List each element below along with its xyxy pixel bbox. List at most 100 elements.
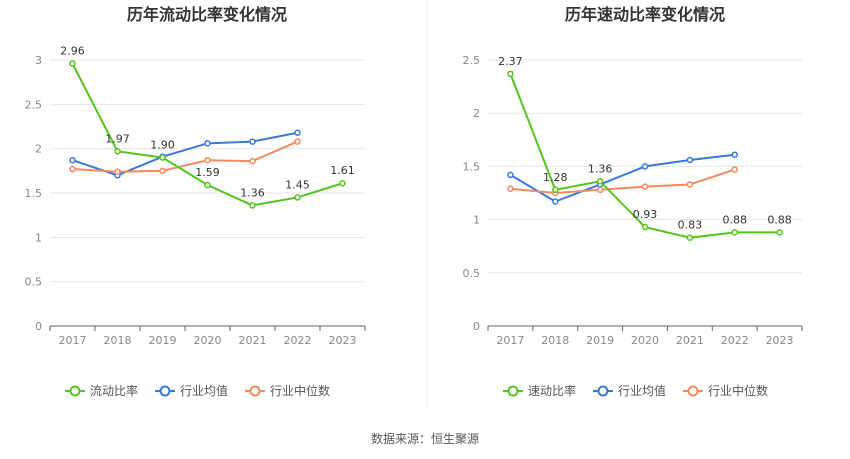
chart1-data-point[interactable] bbox=[204, 181, 211, 189]
chart2-data-point[interactable] bbox=[596, 178, 604, 185]
chart1-y-tick-label: 0 bbox=[35, 320, 42, 333]
chart1-legend-item-1[interactable]: 流动比率 bbox=[65, 383, 138, 398]
chart1-data-point[interactable] bbox=[294, 194, 301, 201]
chart2-x-tick-label: 2022 bbox=[721, 334, 749, 347]
chart2-data-point[interactable] bbox=[731, 151, 738, 158]
chart1-data-point[interactable] bbox=[159, 167, 166, 175]
chart2-y-tick-label: 1.5 bbox=[463, 160, 481, 173]
chart2-data-point[interactable] bbox=[686, 234, 694, 241]
chart2-data-label: 0.88 bbox=[767, 213, 792, 226]
chart1-data-point[interactable] bbox=[294, 138, 301, 145]
chart1-legend-item-3[interactable]: 行业中位数 bbox=[245, 383, 330, 398]
data-source-note: 数据来源：恒生聚源 bbox=[370, 432, 479, 446]
chart1-data-label: 1.90 bbox=[150, 139, 175, 152]
chart1-data-point[interactable] bbox=[294, 129, 301, 136]
chart2-data-label: 0.93 bbox=[633, 208, 658, 221]
chart1-series-line-3 bbox=[72, 140, 298, 173]
chart1-data-point[interactable] bbox=[69, 60, 76, 67]
chart1-data-point[interactable] bbox=[249, 202, 256, 209]
chart1-data-point[interactable] bbox=[69, 156, 76, 164]
chart1-legend-item-2[interactable]: 行业均值 bbox=[155, 383, 228, 398]
chart2-data-point[interactable] bbox=[686, 181, 694, 188]
chart2-x-tick-label: 2021 bbox=[676, 334, 704, 347]
chart1-x-tick-label: 2021 bbox=[239, 334, 267, 347]
legend-marker-icon bbox=[507, 385, 519, 397]
chart1-group: 历年流动比率变化情况 0 0.5 1 1.5 2 2.5 3 2017 2018 2019 2020 2… bbox=[25, 5, 366, 398]
chart1-data-point[interactable] bbox=[204, 140, 211, 147]
chart1-data-point[interactable] bbox=[339, 179, 346, 187]
legend-marker-icon bbox=[249, 385, 261, 397]
chart1-data-label: 1.97 bbox=[105, 132, 130, 145]
chart1-data-label: 1.59 bbox=[195, 166, 220, 179]
chart2-data-point[interactable] bbox=[507, 185, 514, 192]
legend-marker-icon bbox=[69, 385, 81, 397]
chart2-x-tick-label: 2019 bbox=[586, 334, 614, 347]
chart2-series-line-2 bbox=[509, 153, 735, 203]
chart1-data-point[interactable] bbox=[114, 168, 121, 175]
chart2-data-point[interactable] bbox=[552, 198, 559, 205]
legend-label: 流动比率 bbox=[90, 383, 138, 398]
chart2-data-label: 0.83 bbox=[678, 219, 703, 232]
chart1-data-label: 1.45 bbox=[285, 178, 310, 191]
chart2-data-point[interactable] bbox=[731, 229, 738, 236]
chart1-x-tick-label: 2023 bbox=[329, 334, 357, 347]
chart2-y-tick-label: 1 bbox=[473, 214, 480, 227]
chart1-y-tick-label: 2.5 bbox=[25, 98, 43, 111]
chart1-data-point[interactable] bbox=[114, 148, 121, 155]
legend-label: 速动比率 bbox=[528, 383, 576, 398]
legend-marker-icon bbox=[687, 385, 699, 397]
chart1-title: 历年流动比率变化情况 bbox=[127, 5, 287, 24]
chart2-data-point[interactable] bbox=[552, 186, 559, 194]
legend-marker-icon bbox=[159, 385, 171, 397]
legend-label: 行业均值 bbox=[180, 383, 228, 398]
chart2-data-label: 1.28 bbox=[543, 171, 568, 184]
chart1-x-tick-label: 2018 bbox=[104, 334, 132, 347]
legend-marker-icon bbox=[597, 385, 609, 397]
chart2-x-tick-label: 2020 bbox=[631, 334, 659, 347]
chart1-data-point[interactable] bbox=[204, 156, 211, 164]
chart2-data-point[interactable] bbox=[596, 186, 604, 194]
chart2-y-tick-label: 0.5 bbox=[463, 267, 481, 280]
chart1-data-point[interactable] bbox=[159, 154, 166, 161]
chart1-y-tick-label: 2 bbox=[35, 143, 42, 156]
chart2-data-point[interactable] bbox=[641, 223, 649, 231]
chart2-data-label: 1.36 bbox=[588, 162, 613, 175]
chart2-series-line-3 bbox=[510, 168, 736, 195]
chart2-data-point[interactable] bbox=[776, 229, 783, 236]
legend-label: 行业中位数 bbox=[270, 383, 330, 398]
chart2-legend-item-1[interactable]: 速动比率 bbox=[503, 383, 576, 398]
chart1-x-tick-label: 2017 bbox=[59, 334, 87, 347]
chart2-y-tick-label: 2 bbox=[473, 107, 480, 120]
chart2-y-tick-label: 2.5 bbox=[463, 54, 481, 67]
chart1-data-label: 1.61 bbox=[330, 164, 355, 177]
chart1-data-point[interactable] bbox=[249, 157, 256, 165]
chart2-data-point[interactable] bbox=[731, 166, 738, 173]
chart2-x-tick-label: 2017 bbox=[496, 334, 524, 347]
chart1-y-tick-label: 0.5 bbox=[25, 276, 43, 289]
chart2-data-label: 2.37 bbox=[498, 55, 523, 68]
chart1-data-point[interactable] bbox=[249, 138, 256, 145]
chart2-data-point[interactable] bbox=[641, 183, 649, 190]
chart2-data-point[interactable] bbox=[507, 171, 514, 179]
chart2-y-tick-label: 0 bbox=[473, 320, 480, 333]
chart1-y-tick-label: 1.5 bbox=[25, 187, 43, 200]
chart2-title: 历年速动比率变化情况 bbox=[565, 5, 725, 24]
chart2-x-tick-label: 2018 bbox=[541, 334, 569, 347]
chart2-legend-item-3[interactable]: 行业中位数 bbox=[683, 383, 768, 398]
chart2-x-tick-label: 2023 bbox=[766, 334, 794, 347]
chart1-x-tick-label: 2019 bbox=[149, 334, 177, 347]
chart2-group: 历年速动比率变化情况 0 0.5 1 1.5 2 2.5 2017 2018 2019 2020 20… bbox=[463, 5, 803, 398]
chart1-y-tick-label: 3 bbox=[35, 54, 42, 67]
chart1-x-tick-label: 2022 bbox=[284, 334, 312, 347]
chart2-data-point[interactable] bbox=[507, 70, 514, 78]
chart2-data-point[interactable] bbox=[641, 163, 649, 170]
chart1-x-tick-label: 2020 bbox=[194, 334, 222, 347]
chart2-data-label: 0.88 bbox=[722, 213, 747, 226]
chart2-data-point[interactable] bbox=[686, 156, 694, 164]
chart1-data-label: 2.96 bbox=[60, 45, 85, 58]
chart1-y-tick-label: 1 bbox=[35, 231, 42, 244]
chart1-data-point[interactable] bbox=[69, 165, 76, 173]
chart1-series-line-2 bbox=[72, 131, 298, 177]
chart2-legend-item-2[interactable]: 行业均值 bbox=[593, 383, 666, 398]
